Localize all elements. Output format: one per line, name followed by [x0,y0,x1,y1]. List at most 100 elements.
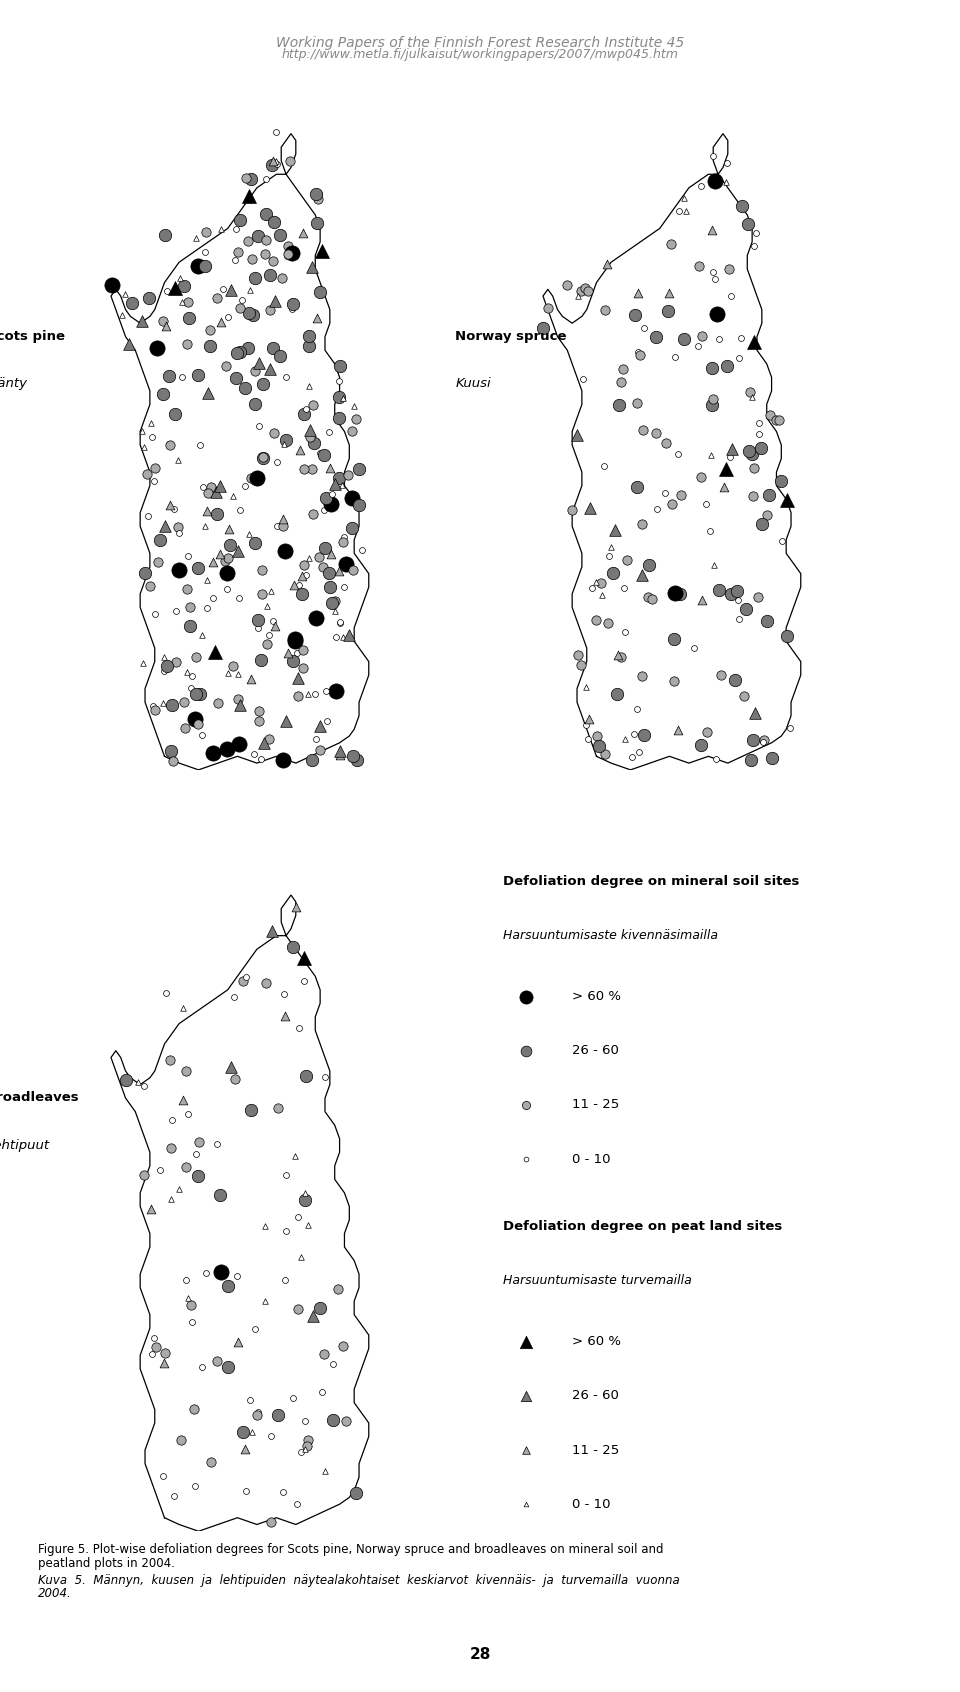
Point [574,651,589,678]
Point [579,712,594,739]
Text: Scots pine: Scots pine [0,330,65,343]
Point [134,308,150,335]
Point [238,164,253,191]
Point [114,301,130,328]
Point [156,306,171,333]
Point [171,519,186,547]
Point [248,264,263,291]
Text: Lehtipuut: Lehtipuut [0,1139,50,1152]
Point [199,594,214,621]
Point [188,225,204,252]
Point [178,1154,193,1181]
Point [262,296,277,323]
Point [305,391,321,418]
Point [228,365,244,393]
Point [134,418,150,445]
Point [190,711,205,738]
Point [292,437,307,464]
Point [204,1448,219,1475]
Point [192,680,207,707]
Point [677,325,692,352]
Point [332,465,348,492]
Point [171,1176,186,1203]
Point [747,700,762,728]
Point [183,673,199,700]
Point [182,613,198,640]
Point [765,744,780,772]
Point [175,1086,190,1113]
Point [671,716,686,743]
Point [634,663,649,690]
Point [327,587,343,614]
Point [221,545,236,572]
Point [616,575,632,602]
Point [229,1262,245,1289]
Point [560,272,575,299]
Point [178,1058,193,1085]
Point [518,983,534,1010]
Point [744,384,759,411]
Point [578,673,593,700]
Point [198,1259,213,1286]
Point [275,513,290,540]
Point [228,247,243,274]
Point [707,552,722,579]
Point [580,277,595,305]
Point [636,721,652,748]
Point [631,739,646,766]
Point [633,342,648,369]
Point [286,570,301,597]
Point [331,557,347,584]
Point [147,1325,162,1352]
Point [125,289,140,316]
Point [179,1267,194,1294]
Point [279,242,295,269]
Point [227,1066,242,1093]
Point [294,1244,309,1271]
Point [232,497,248,525]
Point [749,220,764,247]
Point [164,692,180,719]
Point [345,743,360,770]
Point [348,406,364,433]
Point [162,431,178,459]
Point [624,743,639,770]
Point [148,601,163,628]
Point [238,472,253,499]
Text: Defoliation degree on peat land sites: Defoliation degree on peat land sites [503,1220,782,1233]
Point [332,741,348,768]
Point [104,272,119,299]
Point [304,254,320,281]
Point [242,183,257,210]
Point [291,572,306,599]
Point [252,707,267,734]
Point [296,636,311,663]
Point [301,372,317,399]
Point [336,384,351,411]
Point [199,567,214,594]
Point [585,575,600,602]
Point [262,261,277,288]
Point [540,294,556,321]
Point [252,697,267,724]
Point [636,315,652,342]
Point [772,408,787,435]
Point [247,530,262,557]
Point [336,574,351,601]
Point [693,464,708,491]
Point [331,404,347,431]
Point [143,1196,158,1223]
Point [243,665,258,692]
Point [318,1459,333,1486]
Point [269,513,284,540]
Point [287,628,302,655]
Point [644,585,660,613]
Point [228,215,244,242]
Point [162,491,178,518]
Point [640,584,656,611]
Point [708,168,723,195]
Text: Harsuuntumisaste turvemailla: Harsuuntumisaste turvemailla [503,1274,692,1288]
Point [275,506,290,533]
Point [312,279,327,306]
Text: 28: 28 [469,1646,491,1662]
